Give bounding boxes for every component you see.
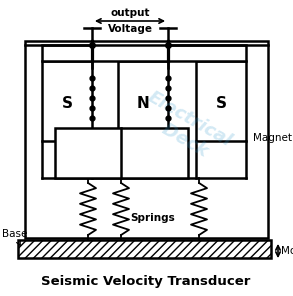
Text: S: S — [215, 96, 226, 110]
Text: Voltage: Voltage — [108, 24, 152, 34]
Bar — [25, 41, 268, 238]
Text: Springs: Springs — [130, 213, 175, 223]
Text: Motion: Motion — [281, 246, 293, 256]
Text: Electrical
  Deck: Electrical Deck — [135, 88, 235, 168]
Bar — [118, 61, 168, 141]
Text: Magnet: Magnet — [253, 133, 292, 143]
Bar — [42, 45, 246, 61]
Bar — [18, 240, 271, 258]
Text: S: S — [62, 96, 72, 110]
Text: N: N — [137, 96, 149, 110]
Bar — [55, 128, 188, 178]
Bar — [42, 61, 92, 141]
Text: Seismic Velocity Transducer: Seismic Velocity Transducer — [41, 276, 251, 289]
Text: output: output — [110, 8, 150, 18]
Text: Base: Base — [2, 229, 27, 245]
Bar — [196, 61, 246, 141]
